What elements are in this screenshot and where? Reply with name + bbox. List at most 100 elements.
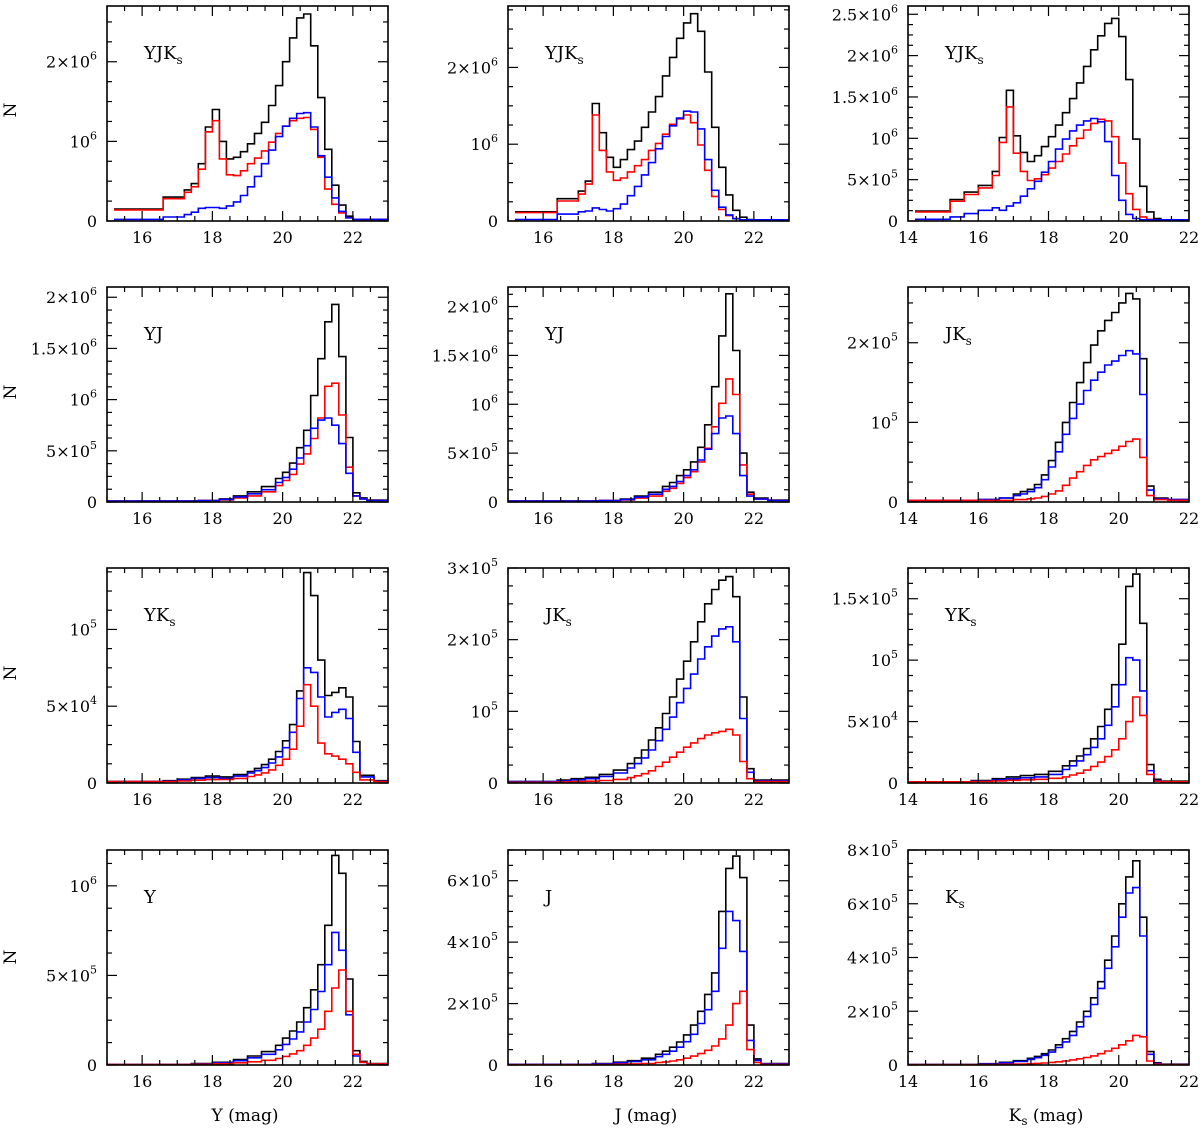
y-tick-exponent: 6	[491, 132, 498, 145]
x-tick-label: 16	[968, 228, 988, 247]
histogram-series-blue	[114, 111, 388, 221]
y-tick-exponent: 4	[90, 694, 97, 707]
y-tick-mantissa: 4×10	[447, 933, 491, 952]
x-tick-label: 22	[744, 790, 764, 809]
y-tick-label: 2×106	[447, 295, 498, 317]
y-tick-label: 106	[471, 392, 498, 414]
y-tick-label: 105	[70, 617, 97, 639]
histogram-series-blue	[508, 415, 789, 502]
histogram-series-total	[107, 854, 388, 1065]
xlabel-col-1-unit: (mag)	[223, 1106, 279, 1126]
y-tick-label: 1.5×106	[31, 336, 97, 358]
y-tick-label: 106	[871, 126, 898, 148]
x-tick-label: 18	[603, 509, 623, 528]
panel-filter-label-main: YJK	[544, 43, 578, 64]
y-tick-label: 106	[70, 129, 97, 151]
y-tick-label: 2×106	[847, 44, 898, 66]
y-tick-exponent: 5	[90, 439, 97, 452]
y-tick-exponent: 6	[90, 285, 97, 298]
xlabel-col-2-main: J	[613, 1106, 622, 1126]
y-tick-exponent: 5	[491, 992, 498, 1005]
y-tick-label: 0	[87, 774, 97, 793]
x-tick-label: 16	[132, 228, 152, 247]
ylabels-layer: N N N N	[1, 102, 21, 964]
x-tick-label: 18	[603, 1072, 623, 1091]
y-tick-label: 105	[471, 699, 498, 721]
y-tick-label: 106	[70, 388, 97, 410]
y-tick-label: 5×105	[46, 963, 97, 985]
panel-filter-label: YKs	[944, 605, 977, 629]
xlabel-col-3: Ks (mag)	[1009, 1106, 1084, 1128]
panel-filter-label: JKs	[943, 324, 972, 348]
y-tick-label: 8×105	[847, 838, 898, 860]
y-tick-exponent: 5	[891, 892, 898, 905]
x-tick-label: 16	[533, 509, 553, 528]
y-tick-mantissa: 0	[888, 774, 898, 793]
ylabel-row-1: N	[1, 102, 21, 117]
ylabel-row-4: N	[1, 949, 21, 964]
panel-frame	[106, 567, 389, 784]
y-tick-mantissa: 2×10	[46, 288, 90, 307]
y-tick-label: 4×105	[847, 946, 898, 968]
histogram-series-red	[515, 114, 789, 221]
y-tick-exponent: 6	[891, 2, 898, 15]
x-tick-label: 16	[533, 228, 553, 247]
histogram-series-total	[908, 292, 1189, 502]
y-tick-mantissa: 5×10	[46, 966, 90, 985]
y-tick-label: 0	[87, 212, 97, 231]
y-tick-label: 106	[471, 132, 498, 154]
y-tick-label: 1.5×105	[832, 587, 898, 609]
x-tick-label: 14	[898, 509, 918, 528]
y-tick-exponent: 5	[891, 587, 898, 600]
panel-r3c0: 16 18 20 22 0 5×105 106 Y	[46, 849, 389, 1091]
y-tick-label: 0	[488, 774, 498, 793]
y-tick-label: 0	[888, 212, 898, 231]
panel-filter-label-sub: s	[177, 53, 183, 67]
x-tick-label: 16	[132, 1072, 152, 1091]
panel-filter-label-main: Y	[143, 887, 157, 908]
panel-filter-label-sub: s	[578, 53, 584, 67]
histogram-series-red	[508, 728, 789, 783]
y-tick-exponent: 5	[891, 168, 898, 181]
y-tick-mantissa: 0	[488, 212, 498, 231]
histogram-series-total	[515, 12, 789, 221]
panel-filter-label-main: YK	[143, 605, 170, 626]
y-tick-label: 0	[488, 212, 498, 231]
histogram-series-blue	[107, 417, 388, 502]
panel-filter-label: JKs	[543, 605, 572, 629]
x-tick-label: 20	[1109, 1072, 1129, 1091]
panel-filter-label-main: YJ	[143, 324, 163, 345]
x-tick-label: 22	[343, 228, 363, 247]
histogram-series-total	[107, 303, 388, 502]
x-tick-label: 16	[132, 509, 152, 528]
y-tick-mantissa: 10	[471, 702, 491, 721]
panel-filter-label-sub: s	[958, 897, 964, 911]
y-tick-mantissa: 1.5×10	[31, 339, 90, 358]
panel-filter-label-main: YK	[944, 605, 971, 626]
panel-filter-label-main: YJ	[544, 324, 564, 345]
panel-filter-label: YKs	[143, 605, 176, 629]
y-tick-label: 0	[488, 1056, 498, 1075]
y-tick-exponent: 6	[491, 392, 498, 405]
x-tick-label: 18	[202, 509, 222, 528]
histogram-series-red	[908, 438, 1189, 502]
x-tick-label: 20	[1109, 509, 1129, 528]
panel-filter-label: YJKs	[544, 43, 584, 67]
y-tick-mantissa: 10	[871, 413, 891, 432]
y-tick-exponent: 6	[90, 336, 97, 349]
x-tick-label: 22	[1179, 509, 1199, 528]
y-tick-label: 2.5×106	[832, 2, 898, 24]
x-tick-label: 14	[898, 790, 918, 809]
x-tick-label: 18	[202, 790, 222, 809]
y-tick-exponent: 5	[491, 441, 498, 454]
y-tick-mantissa: 10	[70, 132, 90, 151]
y-tick-exponent: 5	[891, 946, 898, 959]
y-tick-mantissa: 0	[488, 774, 498, 793]
panel-filter-label: Ks	[945, 887, 965, 911]
x-tick-label: 18	[603, 790, 623, 809]
y-tick-mantissa: 2×10	[847, 1002, 891, 1021]
